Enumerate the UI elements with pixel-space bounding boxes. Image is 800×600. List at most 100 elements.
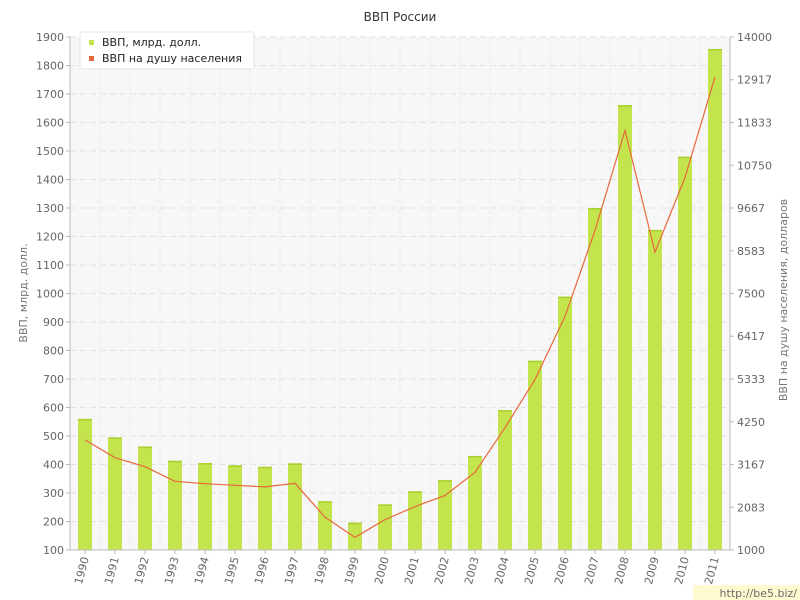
x-tick-label: 1996 xyxy=(252,555,272,585)
x-tick-label: 2008 xyxy=(612,555,632,585)
bar-top-edge xyxy=(138,446,152,449)
bar xyxy=(108,437,122,550)
bar-top-edge xyxy=(198,463,212,465)
y-axis-right-title: ВВП на душу населения, долларов xyxy=(777,199,790,401)
y-left-tick-label: 700 xyxy=(43,373,64,386)
bar xyxy=(558,296,572,550)
bar-top-edge xyxy=(108,437,122,439)
y-left-tick-label: 1700 xyxy=(36,88,64,101)
bar-top-edge xyxy=(228,465,242,467)
x-tick-label: 1994 xyxy=(192,555,212,585)
bar-top-edge xyxy=(528,360,542,363)
y-left-tick-label: 500 xyxy=(43,430,64,443)
x-tick-label: 1997 xyxy=(282,555,302,585)
y-right-tick-label: 9667 xyxy=(737,202,765,215)
x-tick-label: 2002 xyxy=(432,555,452,585)
legend-swatch-per-capita xyxy=(89,56,94,61)
x-tick-label: 1998 xyxy=(312,555,332,585)
y-left-tick-label: 800 xyxy=(43,345,64,358)
bar xyxy=(288,463,302,550)
bar-top-edge xyxy=(678,156,692,159)
x-tick-label: 1990 xyxy=(72,555,92,585)
bar-top-edge xyxy=(168,460,182,463)
legend-label-gdp: ВВП, млрд. долл. xyxy=(102,36,201,49)
x-tick-label: 1991 xyxy=(102,555,122,585)
watermark-text: http://be5.biz/ xyxy=(720,587,798,600)
y-left-tick-label: 1100 xyxy=(36,259,64,272)
bar-top-edge xyxy=(498,410,512,412)
bar-top-edge xyxy=(438,480,452,482)
bar-top-edge xyxy=(318,501,332,503)
per-capita-line xyxy=(84,76,716,539)
bar xyxy=(708,48,722,550)
x-tick-label: 2009 xyxy=(642,555,662,585)
x-tick-label: 2004 xyxy=(492,555,512,585)
legend-swatch-gdp xyxy=(89,40,94,45)
y-right-tick-label: 11833 xyxy=(737,117,772,130)
bar-top-edge xyxy=(708,48,722,51)
y-left-tick-label: 300 xyxy=(43,487,64,500)
watermark: http://be5.biz/ xyxy=(693,585,800,600)
y-left-tick-label: 1300 xyxy=(36,202,64,215)
y-right-tick-label: 4250 xyxy=(737,416,765,429)
x-tick-label: 1999 xyxy=(342,555,362,585)
y-right-tick-label: 7500 xyxy=(737,288,765,301)
y-right-tick-label: 1000 xyxy=(737,544,765,557)
y-right-tick-label: 10750 xyxy=(737,159,772,172)
bars xyxy=(78,48,722,551)
bar-top-edge xyxy=(348,522,362,525)
y-left-tick-label: 1200 xyxy=(36,231,64,244)
bar xyxy=(318,501,332,550)
y-left-tick-label: 1900 xyxy=(36,31,64,44)
y-left-tick-label: 900 xyxy=(43,316,64,329)
bar xyxy=(138,446,152,550)
y-left-tick-label: 1000 xyxy=(36,288,64,301)
bar xyxy=(408,491,422,550)
bar xyxy=(678,156,692,550)
bar-top-edge xyxy=(408,491,422,493)
bar xyxy=(198,463,212,550)
bar-top-edge xyxy=(468,455,482,458)
x-tick-label: 1993 xyxy=(162,555,182,585)
bar-top-edge xyxy=(588,208,602,210)
bar xyxy=(528,360,542,550)
x-tick-label: 1995 xyxy=(222,555,242,585)
bar xyxy=(438,480,452,550)
bar xyxy=(588,208,602,550)
y-left-tick-label: 1800 xyxy=(36,60,64,73)
bar-top-edge xyxy=(288,463,302,465)
y-right-tick-label: 6417 xyxy=(737,330,765,343)
x-tick-label: 2010 xyxy=(672,555,692,585)
x-tick-label: 2006 xyxy=(552,555,572,585)
y-left-tick-label: 600 xyxy=(43,402,64,415)
legend-box xyxy=(79,31,255,70)
y-left-tick-label: 400 xyxy=(43,459,64,472)
y-right-tick-label: 2083 xyxy=(737,501,765,514)
y-left-tick-label: 1400 xyxy=(36,174,64,187)
y-right-tick-label: 8583 xyxy=(737,245,765,258)
bar xyxy=(228,465,242,550)
bar xyxy=(618,105,632,551)
bar xyxy=(468,455,482,550)
x-tick-label: 2001 xyxy=(402,555,422,585)
x-tick-label: 1992 xyxy=(132,555,152,585)
chart-title: ВВП России xyxy=(364,10,437,24)
watermark-background xyxy=(693,585,800,600)
y-right-tick-label: 14000 xyxy=(737,31,772,44)
legend: ВВП, млрд. долл. ВВП на душу населения xyxy=(79,31,255,70)
x-tick-label: 2007 xyxy=(582,555,602,585)
bar xyxy=(78,418,92,550)
bar xyxy=(498,410,512,550)
bar xyxy=(168,460,182,550)
bar-top-edge xyxy=(558,296,572,299)
bar xyxy=(258,466,272,550)
bar-top-edge xyxy=(78,418,92,421)
x-tick-label: 2005 xyxy=(522,555,542,585)
y-right-tick-label: 3167 xyxy=(737,458,765,471)
y-axis-left-title: ВВП, млрд. долл. xyxy=(17,243,30,342)
y-left-tick-label: 100 xyxy=(43,544,64,557)
x-tick-label: 2003 xyxy=(462,555,482,585)
bar-top-edge xyxy=(378,504,392,506)
y-left-tick-label: 200 xyxy=(43,516,64,529)
